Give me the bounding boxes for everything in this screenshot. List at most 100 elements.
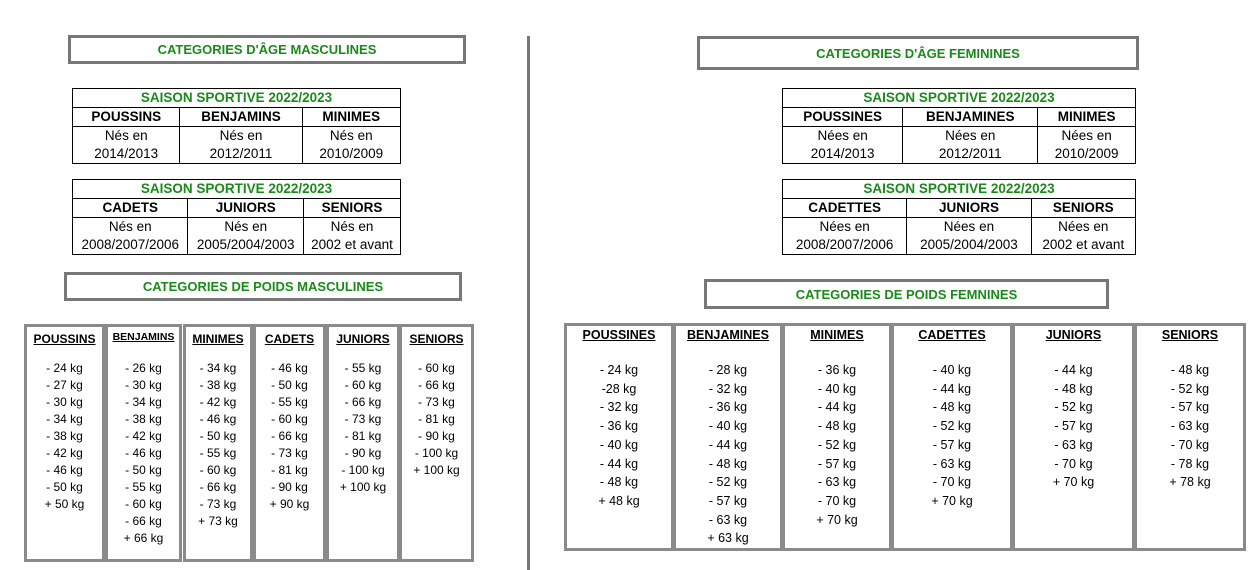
weight-list: - 26 kg - 30 kg - 34 kg - 38 kg - 42 kg - 46 … [108,360,179,547]
weight-item: - 44 kg [708,437,748,452]
weight-column-header: CADETS [264,332,315,346]
weight-item: - 81 kg [418,412,455,426]
weight-column-header: BENJAMINES [687,328,769,342]
weight-item: - 36 kg [817,363,857,377]
weight-item: - 30 kg [46,395,83,409]
weight-item: - 63 kg [1054,437,1093,452]
weight-item: - 55 kg [271,395,308,409]
weight-item: + 100 kg [413,463,460,477]
weight-item: - 73 kg [199,497,237,511]
category-header: SENIORS [1030,198,1137,218]
weight-item: - 28 kg [708,363,748,377]
women-age-title: CATEGORIES D'ÂGE FEMININES [697,36,1139,70]
weight-item: - 70 kg [932,475,972,490]
weight-item: - 66 kg [271,429,308,443]
birth-years-cell: Nées en 2012/2011 [902,126,1039,164]
weight-item: - 40 kg [817,381,857,396]
birth-years-cell: Nées en 2002 et avant [1030,217,1137,255]
weight-item: - 90 kg [344,446,382,460]
category-header: POUSSINS [71,107,181,127]
category-header: CADETTES [781,198,908,218]
birth-years-cell: Nées en 2008/2007/2006 [781,217,908,255]
weight-item: - 63 kg [1170,419,1210,434]
weight-item: + 50 kg [44,497,85,511]
weight-item: - 60 kg [199,463,237,477]
weight-item: - 66 kg [344,395,382,409]
weight-item: + 63 kg [707,531,749,546]
weight-item: - 32 kg [708,381,748,396]
weight-item: - 57 kg [1170,400,1210,415]
weight-item: + 100 kg [339,480,387,494]
weight-column-header: SENIORS [1161,328,1219,342]
weight-column-cadets: CADETS - 46 kg - 50 kg - 55 kg - 60 kg - 66 … [253,324,326,562]
weight-item: - 90 kg [418,429,455,443]
men-season2-table: SAISON SPORTIVE 2022/2023 CADETS JUNIORS… [71,179,402,255]
weight-item: - 46 kg [199,412,237,426]
weight-item: - 42 kg [46,446,83,460]
birth-years-cell: Nées en 2005/2004/2003 [906,217,1032,255]
weight-item: - 63 kg [932,456,972,471]
weight-item: - 52 kg [932,419,972,434]
weight-item: - 78 kg [1170,456,1210,471]
weight-item: - 63 kg [708,512,748,527]
weight-column-header: POUSSINS [33,332,96,346]
weight-item: - 70 kg [817,493,857,508]
weight-item: - 66 kg [125,514,162,528]
weight-item: - 24 kg [46,361,83,375]
weight-item: - 81 kg [271,463,308,477]
weight-column-header: SENIORS [409,332,464,346]
weight-item: + 70 kg [816,512,858,527]
weight-column-poussins: POUSSINS - 24 kg - 27 kg - 30 kg - 34 kg - 3… [24,324,105,562]
season-caption: SAISON SPORTIVE 2022/2023 [72,88,401,108]
weight-item: - 50 kg [271,378,308,392]
weight-item: - 48 kg [599,475,639,490]
weight-item: - 52 kg [1170,381,1210,396]
weight-list: - 44 kg - 48 kg - 52 kg - 57 kg - 63 kg - 70 … [1015,361,1132,492]
weight-item: - 73 kg [271,446,308,460]
weight-column-benjamins: BENJAMINS - 26 kg - 30 kg - 34 kg - 38 kg - … [105,324,182,562]
birth-years-cell: Nées en 2014/2013 [781,126,904,164]
weight-item: - 34 kg [199,361,237,375]
weight-column-cadettes: CADETTES - 40 kg - 44 kg - 48 kg - 52 kg - 5… [891,323,1013,551]
season-caption: SAISON SPORTIVE 2022/2023 [782,88,1136,108]
weight-list: - 40 kg - 44 kg - 48 kg - 52 kg - 57 kg - 63 … [894,361,1010,511]
category-header: JUNIORS [187,198,304,218]
weight-item: - 50 kg [46,480,83,494]
weight-item: - 40 kg [599,437,639,452]
weight-item: + 90 kg [269,497,310,511]
category-header: JUNIORS [906,198,1032,218]
weight-list: - 60 kg - 66 kg - 73 kg - 81 kg - 90 kg - 100… [402,360,471,479]
weight-item: - 100 kg [414,446,459,460]
weight-column-header: MINIMES [192,332,244,346]
weight-item: - 38 kg [125,412,162,426]
birth-years-cell: Nés en 2008/2007/2006 [71,217,189,255]
weight-item: - 46 kg [271,361,308,375]
men-weight-title: CATEGORIES DE POIDS MASCULINES [64,272,462,301]
weight-item: - 40 kg [708,419,748,434]
category-header: BENJAMINS [179,107,303,127]
weight-item: - 50 kg [125,463,162,477]
weight-item: - 34 kg [46,412,83,426]
women-season2-table: SAISON SPORTIVE 2022/2023 CADETTES JUNIO… [781,179,1137,255]
weight-item: - 60 kg [344,378,382,392]
weight-item: + 48 kg [598,493,640,508]
weight-item: - 46 kg [46,463,83,477]
weight-column-seniors: SENIORS - 48 kg - 52 kg - 57 kg - 63 kg - 70… [1134,323,1246,551]
category-header: CADETS [71,198,189,218]
weight-item: + 73 kg [198,514,238,528]
weight-column-header: JUNIORS [336,332,390,346]
birth-years-cell: Nés en 2012/2011 [179,126,303,164]
weight-item: - 60 kg [271,412,308,426]
weight-column-seniors: SENIORS - 60 kg - 66 kg - 73 kg - 81 kg - 90… [399,324,474,562]
birth-years-cell: Nés en 2002 et avant [302,217,402,255]
weight-item: - 55 kg [199,446,237,460]
weight-item: - 57 kg [708,493,748,508]
season-caption: SAISON SPORTIVE 2022/2023 [72,179,401,199]
weight-item: - 48 kg [1170,363,1210,377]
weight-item: - 60 kg [125,497,162,511]
vertical-divider [527,36,530,570]
category-header: MINIMES [1037,107,1136,127]
weight-item: - 55 kg [344,361,382,375]
weight-item: - 66 kg [418,378,455,392]
weight-item: - 66 kg [199,480,237,494]
